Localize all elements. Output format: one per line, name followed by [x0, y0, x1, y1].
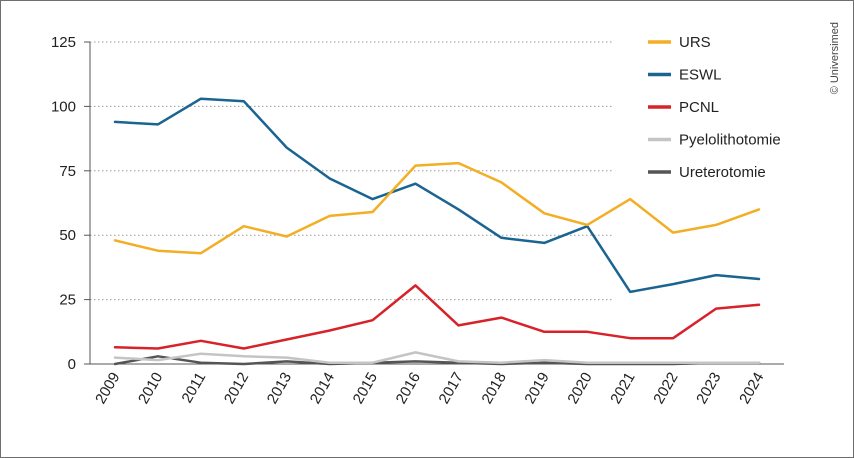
y-tick-label: 50 [59, 227, 76, 244]
series-line-ureterotomie [113, 355, 761, 366]
x-tick-label: 2024 [736, 370, 767, 407]
grid-lines [90, 41, 612, 301]
x-tick-label: 2023 [693, 370, 724, 407]
x-tick-label: 2015 [350, 370, 381, 407]
x-tick-label: 2011 [178, 370, 209, 406]
x-axis: 2009 2010 2011 2012 2013 2014 2015 2016 2017 2018… [90, 363, 784, 407]
series-line-urs [113, 161, 761, 255]
x-tick-label: 2021 [607, 370, 638, 407]
y-tick-label: 125 [51, 34, 76, 51]
x-tick-label: 2010 [135, 370, 166, 407]
series-lines [113, 97, 761, 366]
x-tick-label: 2013 [264, 370, 295, 407]
x-tick-label: 2016 [393, 370, 424, 407]
y-tick-label: 0 [68, 356, 76, 373]
series-line-eswl [113, 97, 761, 294]
x-tick-label: 2020 [564, 370, 595, 407]
y-tick-label: 75 [59, 163, 76, 180]
legend-label-pyelolithotomie: Pyelolithotomie [679, 132, 781, 149]
x-tick-label: 2017 [436, 370, 467, 407]
x-tick-label: 2012 [221, 370, 252, 407]
legend: URS ESWL PCNL Pyelolithotomie Ureterotomie [648, 34, 781, 181]
legend-label-urs: URS [679, 34, 711, 51]
series-line-pcnl [113, 284, 761, 350]
copyright-text: © Universimed [829, 22, 841, 94]
x-tick-label: 2018 [478, 370, 509, 407]
x-tick-label: 2022 [650, 370, 681, 407]
x-tick-label: 2014 [307, 370, 338, 407]
legend-label-pcnl: PCNL [679, 99, 719, 116]
x-tick-label: 2009 [92, 370, 123, 407]
y-tick-label: 100 [51, 98, 76, 115]
series-line-pyelolithotomie [113, 351, 761, 364]
legend-label-ureterotomie: Ureterotomie [679, 164, 766, 181]
x-tick-label: 2019 [521, 370, 552, 407]
y-axis: 0 25 50 75 100 125 [51, 34, 91, 373]
y-tick-label: 25 [59, 292, 76, 309]
legend-label-eswl: ESWL [679, 67, 722, 84]
